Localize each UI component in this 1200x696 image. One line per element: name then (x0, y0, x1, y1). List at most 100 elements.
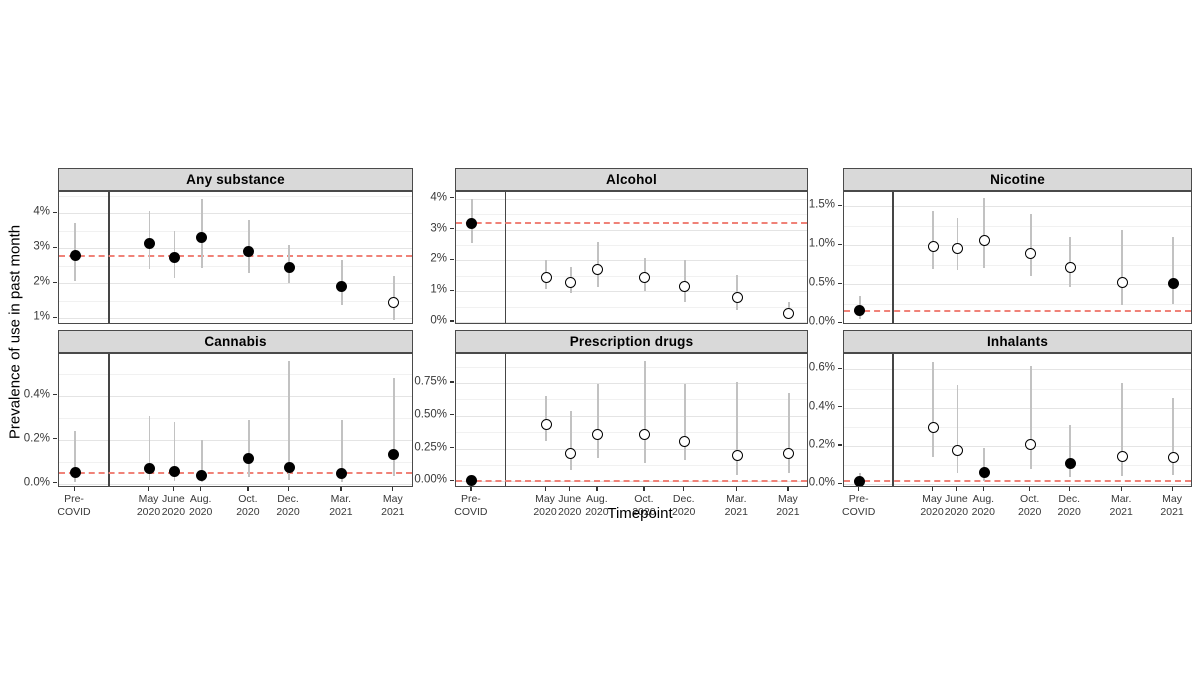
reference-dashed-line (456, 479, 807, 482)
data-point (69, 467, 81, 479)
x-tick-label: May 2020 (920, 493, 944, 519)
x-tick-label: Dec. 2020 (672, 493, 696, 519)
facet-title: Prescription drugs (569, 334, 694, 349)
y-tick-label: 0.75% (414, 375, 447, 388)
x-tick-label: Oct. 2020 (236, 493, 260, 519)
data-point (466, 217, 478, 229)
data-point (1025, 247, 1037, 259)
ci-error-bar (392, 378, 395, 476)
gridline-minor (844, 303, 1191, 305)
facet-title: Cannabis (204, 334, 267, 349)
y-tick-mark (53, 438, 57, 440)
ci-error-bar (200, 439, 203, 483)
data-point (388, 448, 400, 460)
data-point (466, 475, 478, 486)
y-tick-mark (838, 243, 842, 245)
gridline-minor (59, 417, 412, 419)
data-point (565, 448, 577, 460)
y-tick-mark (53, 482, 57, 484)
x-tick-mark (172, 487, 175, 491)
y-tick-label: 0.4% (808, 399, 835, 412)
gridline-major (59, 439, 412, 441)
gridline-major (844, 484, 1191, 486)
y-tick-label: 0.2% (23, 431, 50, 444)
data-point (69, 250, 81, 262)
x-tick-label: Oct. 2020 (632, 493, 656, 519)
y-tick-mark (53, 281, 57, 283)
data-point (336, 281, 348, 292)
data-point (168, 252, 180, 264)
x-tick-label: Pre- COVID (842, 493, 876, 519)
precovid-divider-line (892, 192, 894, 323)
gridline-major (844, 445, 1191, 447)
panel-plot-alcohol (455, 191, 808, 324)
gridline-major (844, 206, 1191, 208)
ci-error-bar (569, 410, 572, 470)
x-tick-mark (643, 487, 645, 491)
x-axis-title: Timepoint (607, 505, 673, 522)
y-tick-label: 0.00% (414, 473, 447, 486)
data-point (731, 449, 743, 461)
data-point (592, 263, 604, 275)
gridline-major (844, 369, 1191, 371)
x-tick-mark (1120, 487, 1122, 491)
panel-plot-nicotine (843, 191, 1192, 324)
y-tick-mark (450, 381, 454, 383)
x-tick-label: May 2021 (776, 493, 800, 519)
x-tick-mark (287, 487, 289, 491)
facet-strip-inhalants: Inhalants (843, 330, 1192, 353)
x-tick-mark (470, 487, 472, 491)
gridline-major (456, 291, 807, 293)
gridline-major (844, 407, 1191, 409)
y-tick-mark (450, 197, 454, 199)
gridline-minor (456, 214, 807, 216)
y-tick-mark (838, 282, 842, 284)
gridline-major (59, 283, 412, 284)
gridline-minor (456, 275, 807, 277)
facet-strip-cannabis: Cannabis (58, 330, 413, 353)
panel-plot-any-substance (58, 191, 413, 324)
x-tick-mark (392, 487, 394, 491)
gridline-major (456, 321, 807, 323)
facet-strip-any-substance: Any substance (58, 168, 413, 191)
x-tick-mark (1171, 487, 1173, 491)
y-tick-label: 1.5% (808, 198, 835, 211)
ci-error-bar (1121, 382, 1124, 477)
x-tick-mark (735, 487, 737, 491)
ci-error-bar (956, 384, 959, 473)
y-tick-label: 0.4% (23, 387, 50, 400)
gridline-minor (59, 265, 412, 267)
ci-error-bar (1069, 236, 1072, 288)
x-tick-label: Mar. 2021 (1109, 493, 1133, 519)
y-tick-label: 0.25% (414, 440, 447, 453)
x-tick-label: June 2020 (558, 493, 582, 519)
y-tick-label: 0.0% (23, 475, 50, 488)
gridline-major (456, 415, 807, 417)
gridline-major (456, 448, 807, 450)
reference-dashed-line (844, 309, 1191, 312)
gridline-minor (456, 306, 807, 308)
gridline-minor (456, 432, 807, 434)
ci-error-bar (341, 419, 343, 483)
data-point (196, 470, 208, 482)
x-tick-mark (1068, 487, 1070, 491)
facet-strip-prescription-drugs: Prescription drugs (455, 330, 808, 353)
data-point (731, 292, 743, 304)
y-tick-mark (450, 447, 454, 449)
y-tick-label: 1.0% (808, 237, 835, 250)
x-tick-label: May 2020 (533, 493, 557, 519)
data-point (592, 428, 604, 440)
data-point (854, 305, 866, 317)
y-tick-mark (53, 316, 57, 318)
y-tick-mark (450, 289, 454, 291)
data-point (243, 452, 255, 464)
gridline-minor (844, 426, 1191, 428)
data-point (144, 238, 155, 250)
y-tick-label: 2% (33, 275, 50, 288)
data-point (144, 462, 155, 474)
facet-strip-nicotine: Nicotine (843, 168, 1192, 191)
data-point (565, 277, 577, 288)
y-tick-mark (450, 320, 454, 322)
x-tick-label: June 2020 (944, 493, 969, 519)
ci-error-bar (932, 361, 934, 458)
